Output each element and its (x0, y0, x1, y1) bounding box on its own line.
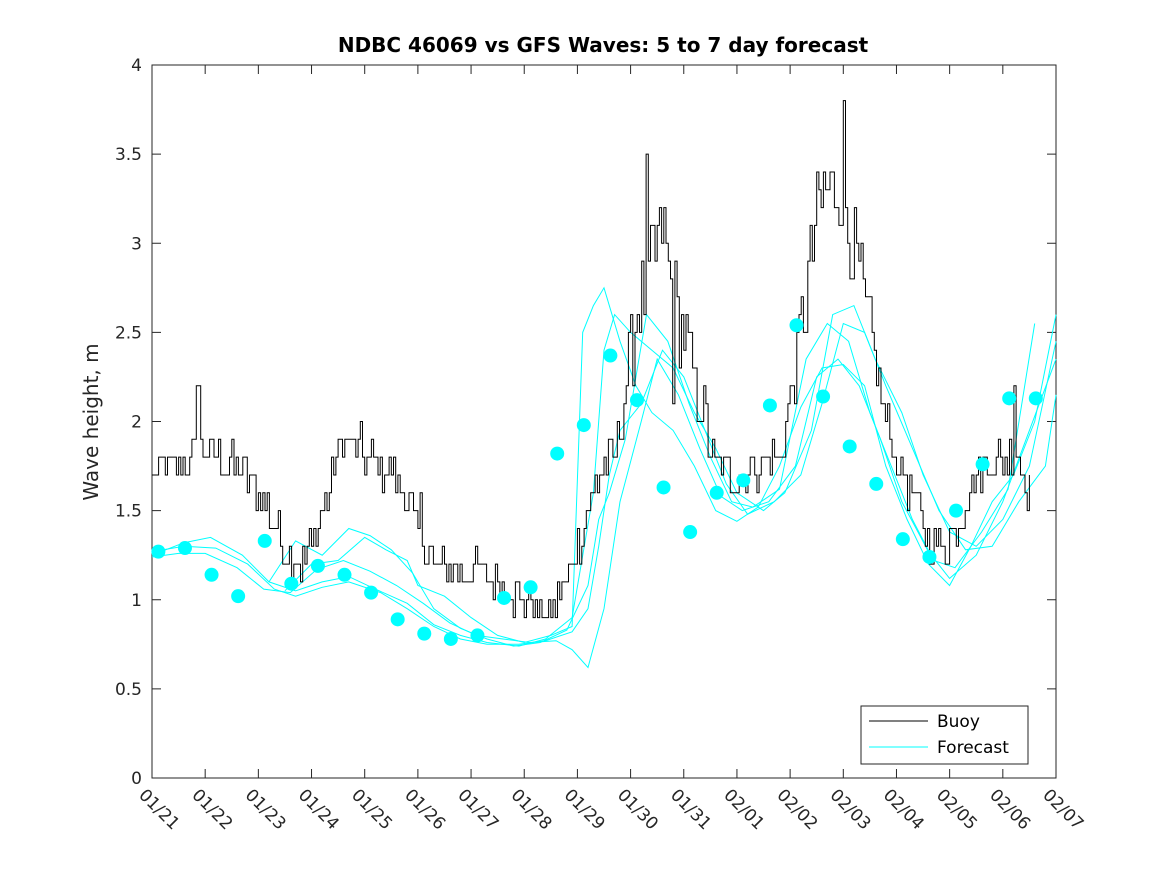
y-axis-label: Wave height, m (79, 343, 103, 500)
buoy-series (152, 100, 1030, 619)
forecast-marker (603, 348, 618, 363)
forecast-marker (151, 544, 166, 559)
forecast-marker (177, 541, 192, 556)
forecast-marker (470, 628, 485, 643)
buoy-line (152, 100, 1030, 619)
plot-frame (151, 64, 1057, 779)
forecast-marker (895, 532, 910, 547)
forecast-marker (576, 418, 591, 433)
legend-forecast-label: Forecast (937, 738, 1009, 758)
forecast-markers (151, 318, 1043, 646)
forecast-marker (656, 480, 671, 495)
y-tick-labels: 0 0.5 1 1.5 2 2.5 3 3.5 4 (115, 56, 142, 789)
y-tick-label: 3 (131, 234, 142, 254)
forecast-marker (523, 580, 538, 595)
forecast-marker (789, 318, 804, 333)
y-tick-label: 2 (131, 413, 142, 433)
forecast-marker (709, 485, 724, 500)
forecast-marker (257, 533, 272, 548)
forecast-marker (949, 503, 964, 518)
forecast-marker (1028, 391, 1043, 406)
forecast-marker (284, 576, 299, 591)
forecast-marker (417, 626, 432, 641)
y-tick-label: 1 (131, 591, 142, 611)
y-tick-label: 1.5 (115, 502, 142, 522)
y-tick-label: 0 (131, 769, 142, 789)
forecast-run-line (151, 357, 1057, 669)
forecast-marker (337, 567, 352, 582)
forecast-marker (1002, 391, 1017, 406)
axis-ticks (151, 64, 1057, 779)
forecast-marker (204, 567, 219, 582)
forecast-marker (922, 549, 937, 564)
y-tick-label: 0.5 (115, 680, 142, 700)
forecast-marker (231, 589, 246, 604)
legend: Buoy Forecast (860, 705, 1029, 765)
plot-area (151, 64, 1057, 779)
chart-title: NDBC 46069 vs GFS Waves: 5 to 7 day fore… (338, 33, 869, 57)
legend-box (860, 705, 1029, 765)
forecast-marker (443, 631, 458, 646)
y-tick-label: 4 (131, 56, 142, 76)
forecast-marker (310, 558, 325, 573)
forecast-marker (550, 446, 565, 461)
forecast-run-line (151, 304, 1057, 647)
y-tick-label: 2.5 (115, 323, 142, 343)
forecast-marker (390, 612, 405, 627)
forecast-marker (364, 585, 379, 600)
forecast-marker (683, 525, 698, 540)
forecast-marker (629, 393, 644, 408)
forecast-marker (869, 476, 884, 491)
forecast-marker (975, 457, 990, 472)
forecast-marker (762, 398, 777, 413)
forecast-marker (816, 389, 831, 404)
legend-buoy-label: Buoy (937, 712, 980, 732)
forecast-marker (736, 473, 751, 488)
forecast-marker (842, 439, 857, 454)
forecast-marker (497, 590, 512, 605)
y-tick-label: 3.5 (115, 145, 142, 165)
